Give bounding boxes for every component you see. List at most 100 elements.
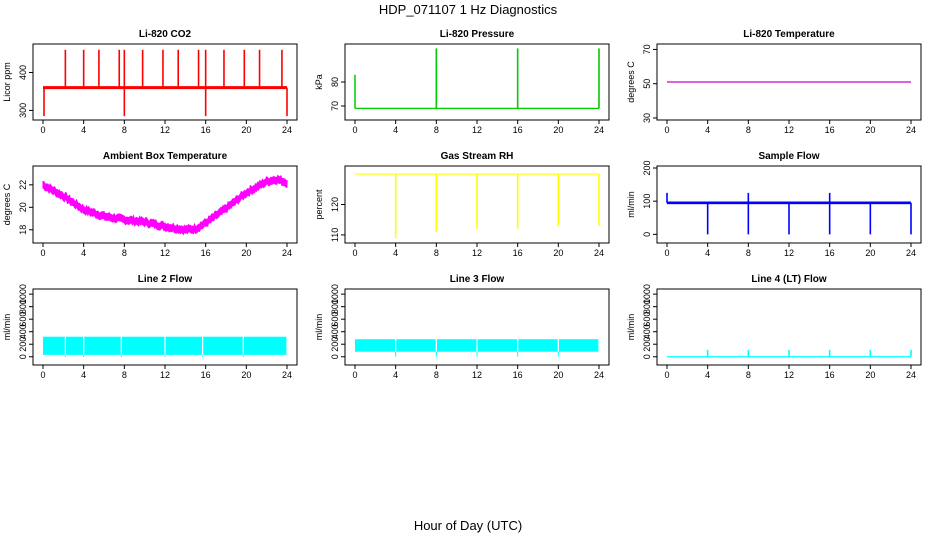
panel-7-x-tick-label: 0 xyxy=(40,370,45,380)
panel-8-y-tick-label: 200 xyxy=(330,337,340,352)
panel-5-x-tick-label: 16 xyxy=(513,248,523,258)
panel-4-x-tick-label: 24 xyxy=(282,248,292,258)
panel-3-x-tick-label: 4 xyxy=(705,125,710,135)
panel-3-y-tick-label: 30 xyxy=(642,113,652,123)
panel-8-y-tick-label: 600 xyxy=(330,312,340,327)
panel-6-x-tick-label: 16 xyxy=(825,248,835,258)
panel-4-y-tick-label: 20 xyxy=(18,202,28,212)
panel-2-x-tick-label: 8 xyxy=(434,125,439,135)
panel-2-x-tick-label: 12 xyxy=(472,125,482,135)
panel-6-title: Sample Flow xyxy=(758,151,819,162)
panel-2-x-tick-label: 20 xyxy=(553,125,563,135)
panel-7-series-segment xyxy=(43,336,65,355)
panel-9-x-tick-label: 20 xyxy=(865,370,875,380)
panel-7-y-tick-label: 200 xyxy=(18,337,28,352)
panel-3-x-tick-label: 24 xyxy=(906,125,916,135)
panel-8-x-tick-label: 4 xyxy=(393,370,398,380)
panel-9-x-tick-label: 16 xyxy=(825,370,835,380)
panel-7-series-segment xyxy=(243,336,287,355)
panel-8-x-tick-label: 8 xyxy=(434,370,439,380)
panel-3-y-axis-label: degrees C xyxy=(626,61,636,103)
panel-7-y-tick-label: 600 xyxy=(18,312,28,327)
panel-7-y-tick-label: 400 xyxy=(18,324,28,339)
panel-6-y-tick-label: 0 xyxy=(642,232,652,237)
panel-3-x-tick-label: 0 xyxy=(664,125,669,135)
panel-1-x-tick-label: 0 xyxy=(40,125,45,135)
panel-3-x-tick-label: 8 xyxy=(746,125,751,135)
panel-9-y-tick-label: 800 xyxy=(642,299,652,314)
panel-5-x-tick-label: 24 xyxy=(594,248,604,258)
panel-7-title: Line 2 Flow xyxy=(138,274,193,285)
panel-3-x-tick-label: 16 xyxy=(825,125,835,135)
panel-5-x-tick-label: 8 xyxy=(434,248,439,258)
panel-7-y-tick-label: 800 xyxy=(18,299,28,314)
panel-2-x-tick-label: 0 xyxy=(352,125,357,135)
panel-1-title: Li-820 CO2 xyxy=(139,29,192,40)
panel-6-x-tick-label: 8 xyxy=(746,248,751,258)
panel-2-y-tick-label: 80 xyxy=(330,77,340,87)
panel-4-x-tick-label: 20 xyxy=(241,248,251,258)
panel-4-x-tick-label: 8 xyxy=(122,248,127,258)
panel-8-x-tick-label: 20 xyxy=(553,370,563,380)
panel-1-y-tick-label: 300 xyxy=(18,103,28,118)
panel-9-x-tick-label: 12 xyxy=(784,370,794,380)
panel-7-x-tick-label: 8 xyxy=(122,370,127,380)
panel-1-x-tick-label: 20 xyxy=(241,125,251,135)
panel-1-y-axis-label: Licor ppm xyxy=(2,62,12,102)
panel-9-y-tick-label: 400 xyxy=(642,324,652,339)
panel-2-title: Li-820 Pressure xyxy=(440,29,515,40)
panel-1-frame xyxy=(32,43,298,121)
panel-6-x-tick-label: 4 xyxy=(705,248,710,258)
panel-7-series-segment xyxy=(203,336,243,355)
panel-1-x-tick-label: 12 xyxy=(160,125,170,135)
panel-9-x-tick-label: 4 xyxy=(705,370,710,380)
panel-6-x-tick-label: 20 xyxy=(865,248,875,258)
panel-7-y-axis-label: ml/min xyxy=(2,314,12,341)
panel-9-y-tick-label: 0 xyxy=(642,354,652,359)
panel-4-series-band xyxy=(42,174,288,236)
panel-5-y-axis-label: percent xyxy=(314,189,324,220)
panel-9-y-tick-label: 200 xyxy=(642,337,652,352)
panel-8-x-tick-label: 24 xyxy=(594,370,604,380)
panel-4-y-tick-label: 22 xyxy=(18,180,28,190)
panel-4-x-tick-label: 0 xyxy=(40,248,45,258)
panel-4-title: Ambient Box Temperature xyxy=(103,151,228,162)
panel-9-x-tick-label: 0 xyxy=(664,370,669,380)
panel-8-title: Line 3 Flow xyxy=(450,274,505,285)
panel-8-y-tick-label: 800 xyxy=(330,299,340,314)
panel-3-title: Li-820 Temperature xyxy=(743,29,835,40)
panel-4-x-tick-label: 12 xyxy=(160,248,170,258)
panel-6-x-tick-label: 12 xyxy=(784,248,794,258)
panel-4-x-tick-label: 4 xyxy=(81,248,86,258)
panel-2-x-tick-label: 16 xyxy=(513,125,523,135)
panel-7-y-tick-label: 0 xyxy=(18,354,28,359)
panel-7-series-segment xyxy=(165,336,203,355)
panel-6-x-tick-label: 0 xyxy=(664,248,669,258)
panel-4-y-axis-label: degrees C xyxy=(2,183,12,225)
panel-8-series-segment xyxy=(355,339,396,352)
figure-title: HDP_071107 1 Hz Diagnostics xyxy=(378,2,558,17)
panel-4-y-tick-label: 18 xyxy=(18,225,28,235)
panel-8-y-axis-label: ml/min xyxy=(314,314,324,341)
panel-7-x-tick-label: 16 xyxy=(201,370,211,380)
panel-8-series-segment xyxy=(477,339,518,352)
panel-1-x-tick-label: 4 xyxy=(81,125,86,135)
panel-3-y-tick-label: 70 xyxy=(642,44,652,54)
panel-8-x-tick-label: 12 xyxy=(472,370,482,380)
panel-4-x-tick-label: 16 xyxy=(201,248,211,258)
panel-8-x-tick-label: 16 xyxy=(513,370,523,380)
panel-8-y-tick-label: 1000 xyxy=(330,284,340,304)
panel-1-x-tick-label: 16 xyxy=(201,125,211,135)
panel-9-y-tick-label: 600 xyxy=(642,312,652,327)
panel-7-x-tick-label: 20 xyxy=(241,370,251,380)
panel-5-x-tick-label: 12 xyxy=(472,248,482,258)
panel-7-x-tick-label: 24 xyxy=(282,370,292,380)
panel-3-x-tick-label: 12 xyxy=(784,125,794,135)
panel-2-x-tick-label: 4 xyxy=(393,125,398,135)
panel-8-y-tick-label: 400 xyxy=(330,324,340,339)
panel-8-series-segment xyxy=(518,339,558,352)
panel-9-x-tick-label: 8 xyxy=(746,370,751,380)
panel-3-x-tick-label: 20 xyxy=(865,125,875,135)
panel-7-y-tick-label: 1000 xyxy=(18,284,28,304)
